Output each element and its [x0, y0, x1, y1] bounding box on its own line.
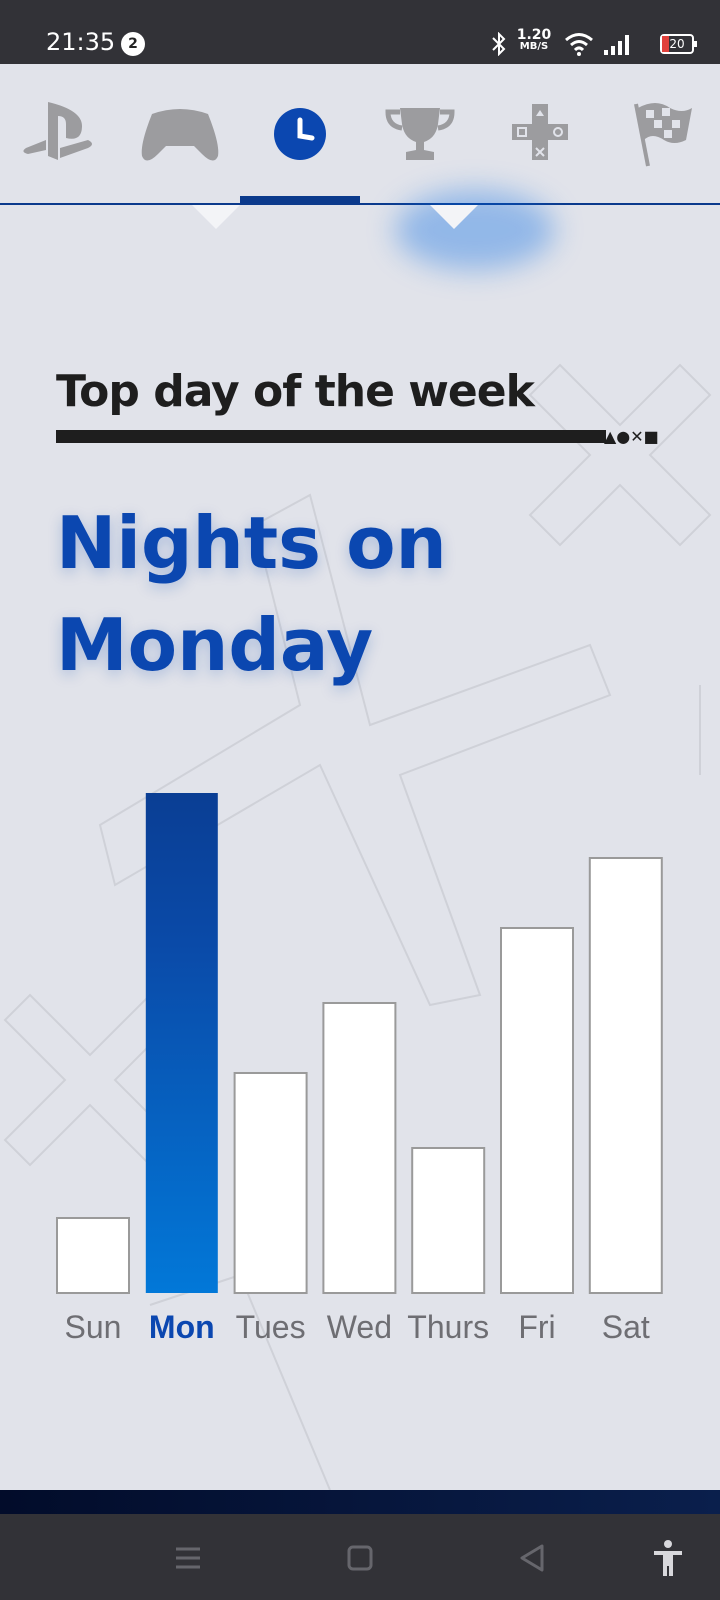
system-nav-bar	[0, 1514, 720, 1600]
status-time: 21:35	[46, 28, 116, 56]
trophy-icon	[385, 108, 455, 160]
tab-playstation[interactable]	[0, 64, 120, 204]
tab-notch	[192, 205, 240, 229]
section-title: Top day of the week	[56, 366, 535, 417]
headline-line2: Monday	[56, 603, 374, 687]
notification-count-badge: 2	[121, 32, 145, 56]
battery-icon: 20	[660, 34, 697, 54]
tab-bar	[0, 64, 720, 204]
clock-icon	[274, 108, 326, 160]
signal-icon	[604, 35, 629, 55]
plus-controller-icon	[512, 104, 568, 160]
bar-label-sun: Sun	[65, 1309, 122, 1345]
checkered-flag-icon	[634, 103, 692, 167]
accessibility-icon[interactable]	[644, 1534, 692, 1582]
battery-level: 20	[669, 37, 685, 51]
bar-tues	[233, 1072, 308, 1294]
bar-label-fri: Fri	[518, 1309, 555, 1345]
bar-wed	[322, 1002, 397, 1294]
playstation-shapes: ▲●✕■	[604, 427, 659, 446]
tab-notch-active	[430, 205, 478, 229]
bar-label-thurs: Thurs	[407, 1309, 489, 1345]
status-bar: 21:35 2 1.20 MB/S 20	[0, 0, 720, 64]
bar-thurs	[411, 1147, 486, 1294]
tab-bar-divider	[0, 203, 720, 205]
tab-racing[interactable]	[600, 64, 720, 204]
home-icon[interactable]	[336, 1534, 384, 1582]
bar-label-mon: Mon	[149, 1309, 215, 1345]
playstation-logo-icon	[23, 102, 92, 160]
bar-sun	[56, 1217, 130, 1294]
tab-plus[interactable]	[480, 64, 600, 204]
tab-games[interactable]	[120, 64, 240, 204]
bar-fri	[500, 927, 574, 1294]
status-icons: 1.20 MB/S 20	[460, 26, 720, 62]
bar-mon	[145, 793, 218, 1293]
weekday-bar-chart: Sun Mon Tues Wed Thurs Fri Sat	[56, 793, 663, 1345]
headline-line1: Nights on	[56, 501, 447, 585]
headline: Nights on Monday	[56, 492, 656, 696]
bar-label-sat: Sat	[602, 1309, 650, 1345]
tab-trophies[interactable]	[360, 64, 480, 204]
gamepad-icon	[141, 109, 219, 161]
wifi-icon	[565, 33, 593, 56]
bottom-banner	[0, 1490, 720, 1514]
active-glow	[395, 190, 555, 270]
bar-label-tues: Tues	[236, 1309, 306, 1345]
back-icon[interactable]	[508, 1534, 556, 1582]
bluetooth-icon	[492, 32, 506, 56]
bar-sat	[588, 857, 663, 1294]
tab-time[interactable]	[240, 64, 360, 204]
title-underline	[56, 430, 606, 443]
network-speed: 1.20 MB/S	[514, 27, 554, 52]
network-speed-value: 1.20	[516, 27, 552, 43]
bar-label-wed: Wed	[327, 1309, 392, 1345]
network-speed-unit: MB/S	[519, 41, 549, 52]
active-tab-indicator	[240, 196, 360, 204]
menu-icon[interactable]	[164, 1534, 212, 1582]
